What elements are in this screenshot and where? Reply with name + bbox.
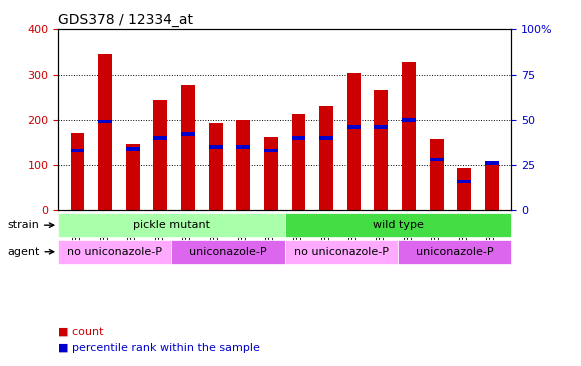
Bar bbox=[209, 123, 223, 210]
Text: ■ count: ■ count bbox=[58, 326, 103, 336]
Text: ■ percentile rank within the sample: ■ percentile rank within the sample bbox=[58, 343, 260, 353]
Bar bbox=[236, 120, 250, 210]
Bar bbox=[264, 149, 278, 152]
Text: strain: strain bbox=[7, 220, 54, 230]
Bar bbox=[430, 158, 443, 161]
Bar bbox=[70, 133, 84, 210]
Bar bbox=[347, 73, 361, 210]
Bar bbox=[292, 115, 306, 210]
Text: no uniconazole-P: no uniconazole-P bbox=[67, 247, 162, 257]
FancyBboxPatch shape bbox=[58, 213, 285, 237]
Text: no uniconazole-P: no uniconazole-P bbox=[294, 247, 389, 257]
Bar bbox=[347, 125, 361, 129]
Bar bbox=[319, 106, 333, 210]
Bar bbox=[209, 145, 223, 149]
Bar bbox=[70, 149, 84, 152]
Bar bbox=[430, 139, 443, 210]
Bar bbox=[457, 168, 471, 210]
Bar bbox=[375, 90, 388, 210]
Bar bbox=[153, 100, 167, 210]
Bar bbox=[98, 54, 112, 210]
Bar bbox=[181, 132, 195, 136]
FancyBboxPatch shape bbox=[285, 240, 398, 264]
Bar bbox=[181, 85, 195, 210]
Text: wild type: wild type bbox=[372, 220, 424, 230]
Bar bbox=[485, 161, 499, 165]
Bar bbox=[264, 137, 278, 210]
Text: uniconazole-P: uniconazole-P bbox=[189, 247, 267, 257]
Text: GDS378 / 12334_at: GDS378 / 12334_at bbox=[58, 13, 193, 27]
Text: pickle mutant: pickle mutant bbox=[133, 220, 210, 230]
Bar bbox=[98, 120, 112, 123]
Bar bbox=[292, 136, 306, 140]
Bar bbox=[236, 145, 250, 149]
Bar bbox=[126, 147, 139, 150]
Bar bbox=[319, 136, 333, 140]
Bar bbox=[457, 180, 471, 183]
Bar bbox=[402, 118, 416, 122]
FancyBboxPatch shape bbox=[58, 240, 171, 264]
Text: agent: agent bbox=[7, 247, 54, 257]
FancyBboxPatch shape bbox=[285, 213, 511, 237]
Text: uniconazole-P: uniconazole-P bbox=[416, 247, 493, 257]
FancyBboxPatch shape bbox=[398, 240, 511, 264]
Bar bbox=[375, 125, 388, 129]
Bar bbox=[153, 136, 167, 140]
Bar bbox=[485, 161, 499, 210]
Bar bbox=[402, 62, 416, 210]
FancyBboxPatch shape bbox=[171, 240, 285, 264]
Bar bbox=[126, 144, 139, 210]
